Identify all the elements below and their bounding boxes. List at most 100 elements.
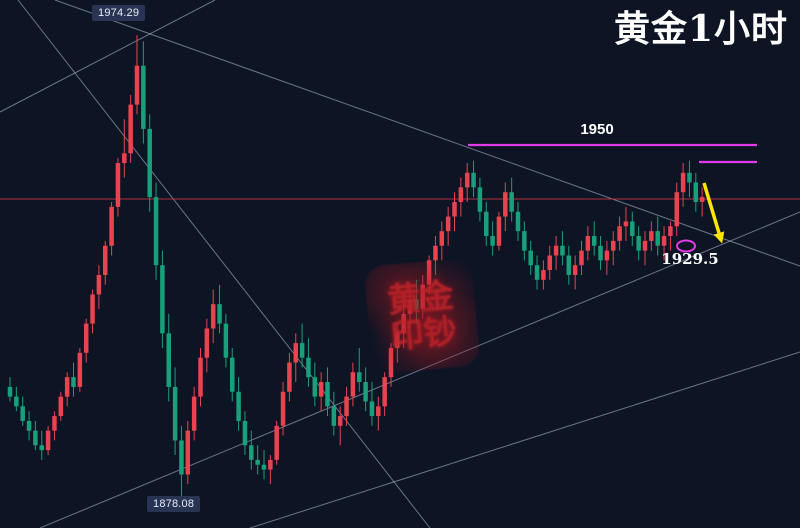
candle-body [357,372,362,383]
candle-body [160,265,165,334]
forecast-arrow-shaft[interactable] [702,182,721,234]
candle-body [534,265,540,280]
candle-body [210,304,216,329]
candle-body [553,245,559,256]
candle-body [636,236,641,251]
candle-body [166,333,171,387]
candle-body [661,236,667,246]
ascending-trendline-peak-cross[interactable] [0,0,216,113]
descending-trendline-steep[interactable] [17,0,431,528]
candle-body [630,221,635,237]
candle-body [64,377,70,397]
candle-body [655,231,660,246]
candle-body [598,245,603,261]
candle-body [261,464,267,470]
candle-body [693,182,699,202]
candle-body [515,211,521,232]
candle-body [58,396,64,417]
candle-body [223,323,229,358]
candle-body [217,304,222,324]
candle-body [7,386,13,397]
candle-body [547,255,552,271]
candle-body [236,391,241,421]
target-ellipse[interactable] [676,239,696,253]
candle-body [147,128,152,198]
candle-body [90,294,95,324]
candle-body [458,187,464,202]
candle-body [382,377,387,407]
candle-body [33,430,38,446]
candle-body [350,372,356,397]
candle-body [471,172,476,188]
watermark-seal: 黄金 印钞 [370,264,474,368]
candle-body [83,323,89,353]
candle-body [687,172,692,183]
candle-body [503,192,508,217]
candle-body [337,416,343,426]
candle-body [566,255,572,275]
candle-body [299,343,305,358]
high-price-badge: 1974.29 [92,5,146,21]
candle-body [122,153,127,164]
target-price-label: 1929.5 [661,250,719,268]
resistance-price-label: 1950 [580,121,614,138]
candle-body [39,445,44,451]
candle-body [128,104,133,154]
low-price-badge: 1878.08 [147,496,201,512]
candle-body [445,216,451,232]
candle-body [115,163,121,207]
candle-body [369,401,375,417]
candle-body [376,406,381,417]
candle-body [26,420,32,431]
watermark-text-line1: 黄金 [385,275,455,321]
candle-body [560,245,565,256]
chart-title: 黄金1小时 [613,8,788,50]
candle-body [611,240,616,251]
candle-body [617,226,622,241]
candle-body [464,172,470,188]
candle-body [249,445,254,460]
candle-body [96,274,102,295]
forecast-arrow-head[interactable] [713,231,725,244]
candle-body [579,250,584,266]
candle-body [585,236,591,251]
candle-body [45,430,51,451]
candle-body [77,352,83,387]
candle-body [274,425,279,460]
candle-body [344,396,349,417]
candle-body [490,236,495,246]
candle-body [280,391,286,426]
candle-body [433,245,438,261]
candle-body [109,206,114,246]
candle-body [674,192,679,227]
candle-body [572,265,578,275]
candle-body [496,216,502,246]
candle-body [452,201,457,217]
candle-body [20,406,25,421]
candle-body [623,221,629,227]
candle-body [103,245,108,275]
watermark-text-line2: 印钞 [388,311,459,356]
candle-body [14,396,19,407]
candle-body [191,396,197,431]
candle-body [312,377,318,397]
candle-body [477,187,483,212]
candle-body [439,231,445,246]
candle-body [668,226,673,237]
candle-body [522,231,527,251]
candle-body [642,240,648,251]
candle-body [52,416,57,431]
candle-body [204,328,210,358]
candle-body [363,382,368,402]
candle-body [134,65,140,105]
candle-body [293,343,298,363]
candle-body [509,192,514,212]
candle-body [172,386,178,441]
candle-body [325,382,330,407]
candle-body [268,459,273,470]
candle-body [230,357,235,392]
ascending-support-secondary[interactable] [249,351,800,528]
candle-body [198,357,203,397]
